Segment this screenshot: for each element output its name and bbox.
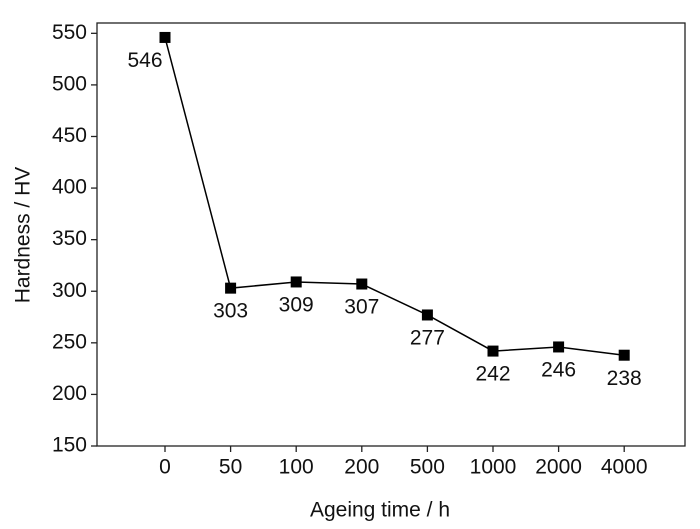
data-label: 307 [344,296,379,319]
y-tick-label: 250 [52,330,87,353]
x-tick-label: 200 [344,456,379,479]
plot-frame [96,22,686,447]
x-tick-label: 2000 [535,456,582,479]
data-label: 303 [213,300,248,323]
data-label: 238 [607,367,642,390]
data-label: 246 [541,359,576,382]
data-point [159,31,171,43]
y-tick-label: 450 [52,124,87,147]
y-tick-label: 500 [52,72,87,95]
x-tick-label: 1000 [470,456,517,479]
data-label: 277 [410,327,445,350]
data-point [618,349,630,361]
data-point [421,309,433,321]
data-label: 309 [279,294,314,317]
y-tick-label: 300 [52,279,87,302]
data-label: 546 [127,49,162,72]
y-tick-label: 400 [52,176,87,199]
data-point [290,276,302,288]
y-tick-label: 150 [52,434,87,457]
data-point [487,345,499,357]
data-label: 242 [475,363,510,386]
y-tick-label: 550 [52,21,87,44]
x-axis-label: Ageing time / h [310,499,450,522]
x-tick-label: 500 [410,456,445,479]
x-tick-label: 100 [279,456,314,479]
data-point [225,282,237,294]
y-axis-label: Hardness / HV [12,167,35,304]
x-tick-label: 50 [219,456,242,479]
y-tick-label: 200 [52,382,87,405]
x-tick-label: 4000 [601,456,648,479]
data-point [356,278,368,290]
x-tick-label: 0 [159,456,171,479]
data-point [553,341,565,353]
y-tick-label: 350 [52,227,87,250]
data-line [164,37,625,356]
